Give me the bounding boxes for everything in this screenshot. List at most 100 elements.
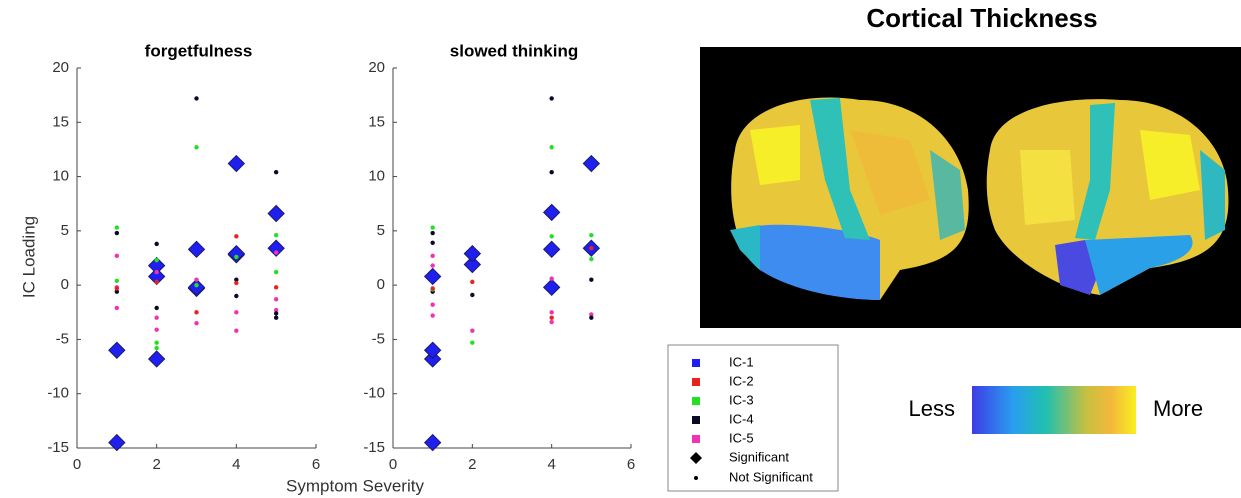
point [470, 280, 474, 284]
chart-title: slowed thinking [450, 41, 578, 60]
y-tick-label: -5 [56, 330, 69, 347]
legend-not-significant-marker [694, 476, 698, 480]
point [430, 231, 434, 235]
point [430, 254, 434, 258]
point [234, 329, 238, 333]
x-tick-label: 0 [389, 456, 397, 473]
point [234, 234, 238, 238]
point [274, 285, 278, 289]
x-tick-label: 2 [468, 456, 476, 473]
y-tick-label: -15 [363, 439, 385, 456]
legend-label: IC-1 [729, 354, 754, 369]
point [274, 297, 278, 301]
significant-point [189, 241, 205, 257]
point [194, 145, 198, 149]
point [274, 311, 278, 315]
legend-swatch [692, 359, 700, 367]
point [154, 316, 158, 320]
legend-swatch [692, 435, 700, 443]
colorbar-high-label: More [1153, 396, 1203, 421]
colorbar-low-label: Less [909, 396, 955, 421]
point [274, 316, 278, 320]
x-axis-label: Symptom Severity [286, 476, 424, 495]
point [430, 241, 434, 245]
point [589, 316, 593, 320]
point [430, 225, 434, 229]
significant-point [228, 156, 244, 172]
point [154, 340, 158, 344]
legend-swatch [692, 416, 700, 424]
legend-swatch [692, 378, 700, 386]
significant-point [544, 204, 560, 220]
significant-point [109, 342, 125, 358]
y-tick-label: -5 [372, 330, 385, 347]
point [430, 286, 434, 290]
x-tick-label: 4 [547, 456, 555, 473]
figure: Cortical Thickness Less More IC Loading … [0, 0, 1241, 498]
point [234, 310, 238, 314]
point [154, 270, 158, 274]
point [154, 242, 158, 246]
point [234, 294, 238, 298]
point [234, 281, 238, 285]
point [234, 255, 238, 259]
x-tick-label: 2 [152, 456, 160, 473]
point [194, 321, 198, 325]
y-tick-label: 0 [377, 276, 385, 293]
point [274, 250, 278, 254]
legend-swatch [692, 397, 700, 405]
y-tick-label: 20 [52, 59, 69, 76]
y-tick-label: 0 [61, 276, 69, 293]
legend-label: IC-3 [729, 392, 754, 407]
legend-label: IC-5 [729, 430, 754, 445]
point [115, 225, 119, 229]
significant-point [228, 246, 244, 262]
point [589, 278, 593, 282]
significant-point [544, 279, 560, 295]
point [154, 346, 158, 350]
y-tick-label: 15 [52, 113, 69, 130]
chart-title: forgetfulness [145, 41, 253, 60]
brain-image [700, 47, 1241, 328]
point [115, 254, 119, 258]
significant-point [464, 246, 480, 262]
point [274, 233, 278, 237]
point [549, 276, 553, 280]
point [115, 279, 119, 283]
x-tick-label: 4 [232, 456, 240, 473]
point [115, 231, 119, 235]
point [154, 327, 158, 331]
point [430, 263, 434, 267]
point [549, 310, 553, 314]
significant-point [268, 205, 284, 221]
point [154, 306, 158, 310]
x-tick-label: 6 [627, 456, 635, 473]
legend-label: Not Significant [729, 469, 813, 484]
point [470, 329, 474, 333]
legend-label: Significant [729, 449, 789, 464]
y-tick-label: -10 [47, 385, 69, 402]
point [430, 302, 434, 306]
point [470, 293, 474, 297]
legend-label: IC-4 [729, 411, 754, 426]
significant-point [149, 351, 165, 367]
point [194, 96, 198, 100]
point [194, 283, 198, 287]
point [194, 310, 198, 314]
y-tick-label: 10 [368, 168, 385, 185]
y-axis-label: IC Loading [19, 216, 38, 298]
x-tick-label: 6 [312, 456, 320, 473]
y-tick-label: 15 [368, 113, 385, 130]
brain-title: Cortical Thickness [866, 3, 1097, 33]
point [549, 145, 553, 149]
y-tick-label: -10 [363, 385, 385, 402]
significant-point [425, 268, 441, 284]
point [549, 234, 553, 238]
y-tick-label: -15 [47, 439, 69, 456]
colorbar [972, 386, 1136, 434]
y-tick-label: 5 [377, 222, 385, 239]
point [470, 340, 474, 344]
y-tick-label: 10 [52, 168, 69, 185]
point [430, 313, 434, 317]
point [589, 257, 593, 261]
